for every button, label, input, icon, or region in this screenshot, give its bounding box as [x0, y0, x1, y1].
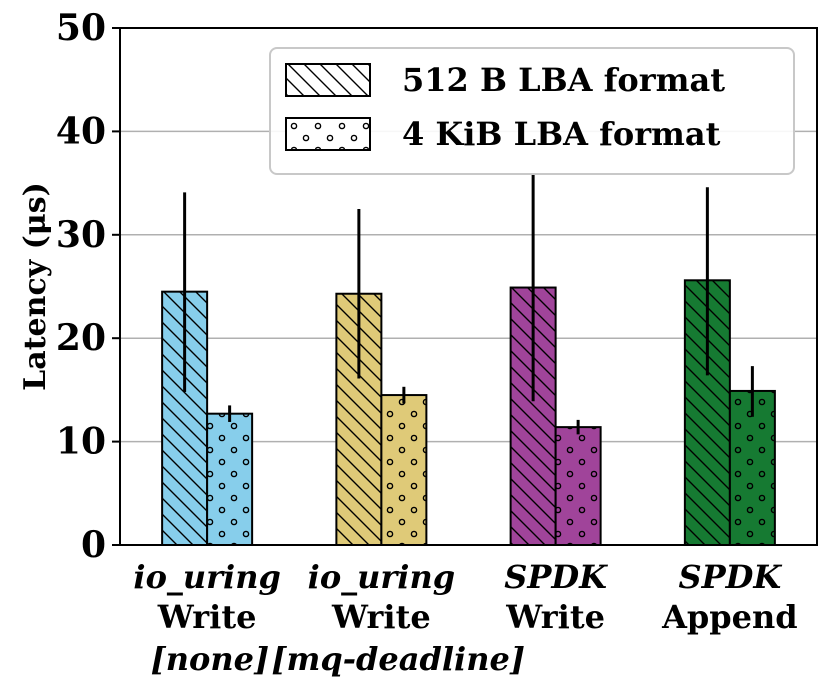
x-category-scheduler: [none] — [151, 640, 270, 678]
legend: 512 B LBA format 4 KiB LBA format — [269, 47, 795, 175]
y-axis-ticks: 0 10 20 30 40 50 — [56, 7, 120, 566]
y-tick-label: 30 — [56, 214, 106, 256]
x-axis-categories: io_uringWrite[none]io_uringWrite[mq-dead… — [133, 558, 797, 678]
legend-swatch — [285, 63, 371, 97]
y-tick-label: 40 — [56, 110, 106, 152]
x-category-name: io_uring — [308, 558, 455, 596]
x-category-operation: Append — [661, 598, 798, 636]
y-tick-label: 10 — [56, 421, 106, 463]
x-category-name: io_uring — [133, 558, 280, 596]
x-category-name: SPDK — [679, 558, 783, 596]
plot-frame — [119, 27, 818, 546]
y-tick-label: 50 — [56, 7, 106, 49]
x-category-operation: Write — [157, 598, 257, 636]
x-category-operation: Write — [331, 598, 431, 636]
legend-label: 512 B LBA format — [402, 61, 725, 99]
y-tick-label: 0 — [81, 524, 106, 566]
legend-label: 4 KiB LBA format — [402, 115, 721, 153]
bars — [161, 279, 776, 547]
x-category-name: SPDK — [504, 558, 608, 596]
bar-pattern — [206, 412, 254, 546]
y-axis-title: Latency (μs) — [18, 182, 53, 391]
bar-pattern — [380, 394, 428, 546]
x-category-scheduler: [mq-deadline] — [271, 640, 525, 678]
legend-swatch — [285, 117, 371, 151]
legend-box — [269, 47, 795, 175]
bar-pattern — [554, 426, 602, 546]
error-bars — [183, 174, 754, 435]
x-category-operation: Write — [505, 598, 605, 636]
y-tick-label: 20 — [56, 317, 106, 359]
